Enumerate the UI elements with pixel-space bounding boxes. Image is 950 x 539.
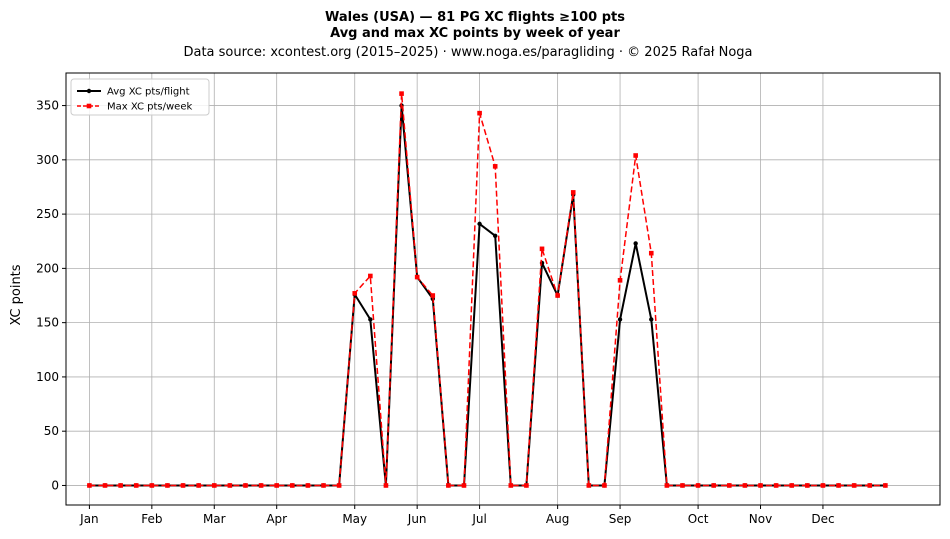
x-tick-label: Jul bbox=[471, 512, 486, 526]
data-point-max bbox=[727, 483, 732, 488]
data-point-max bbox=[383, 483, 389, 488]
y-axis-label: XC points bbox=[9, 264, 24, 325]
legend-swatch-marker bbox=[86, 88, 92, 94]
chart-source: Data source: xcontest.org (2015–2025) · … bbox=[183, 45, 752, 60]
data-point-max bbox=[243, 483, 248, 488]
data-point-max bbox=[87, 483, 92, 488]
series-line-max bbox=[89, 92, 886, 487]
y-tick-label: 100 bbox=[36, 370, 59, 384]
data-point-max bbox=[165, 483, 170, 488]
data-point-max bbox=[617, 278, 623, 283]
data-point-max bbox=[883, 483, 888, 488]
data-point-max bbox=[508, 483, 514, 488]
y-tick-label: 200 bbox=[36, 261, 59, 275]
legend-box bbox=[70, 78, 210, 116]
legend-swatch-marker bbox=[86, 103, 92, 109]
legend-entry-label: Avg XC pts/flight bbox=[107, 87, 190, 98]
y-tick-label: 300 bbox=[36, 153, 59, 167]
data-point-max bbox=[414, 274, 420, 280]
chart-title: Wales (USA) — 81 PG XC flights ≥100 pts bbox=[325, 10, 625, 25]
data-point-max bbox=[633, 153, 638, 158]
data-point-max bbox=[648, 250, 654, 256]
data-point-max bbox=[820, 483, 826, 488]
data-point-max bbox=[789, 483, 795, 488]
data-point-max bbox=[133, 483, 139, 488]
data-point-avg bbox=[368, 317, 373, 322]
y-tick-label: 250 bbox=[36, 207, 59, 221]
data-point-avg bbox=[649, 317, 654, 322]
data-point-max bbox=[805, 483, 810, 488]
data-point-max bbox=[290, 483, 295, 488]
data-point-max bbox=[368, 273, 373, 279]
x-tick-label: Jun bbox=[407, 512, 427, 526]
data-point-max bbox=[430, 293, 436, 298]
x-tick-label: Oct bbox=[688, 512, 709, 526]
data-point-max bbox=[680, 483, 685, 488]
data-point-max bbox=[695, 483, 701, 488]
x-tick-label: Sep bbox=[609, 512, 632, 526]
data-point-avg bbox=[492, 233, 498, 239]
y-tick-label: 0 bbox=[51, 478, 59, 492]
data-point-max bbox=[446, 483, 451, 488]
data-point-max bbox=[149, 483, 155, 488]
data-point-max bbox=[196, 483, 201, 488]
data-point-max bbox=[461, 483, 467, 488]
y-tick-label: 50 bbox=[44, 424, 59, 438]
data-point-avg bbox=[477, 221, 482, 227]
data-point-max bbox=[539, 246, 545, 252]
data-point-max bbox=[258, 483, 264, 488]
data-point-max bbox=[602, 483, 607, 488]
x-tick-label: Apr bbox=[266, 512, 287, 526]
data-point-max bbox=[664, 483, 670, 488]
data-point-max bbox=[773, 483, 779, 488]
x-tick-label: Feb bbox=[141, 512, 162, 526]
data-point-max bbox=[102, 483, 108, 488]
x-tick-label: Dec bbox=[811, 512, 834, 526]
data-point-max bbox=[211, 483, 217, 488]
data-point-max bbox=[758, 483, 763, 488]
series-line-avg bbox=[89, 104, 886, 487]
x-tick-label: Nov bbox=[749, 512, 772, 526]
data-point-max bbox=[492, 164, 498, 169]
data-point-max bbox=[118, 483, 123, 488]
data-point-max bbox=[399, 91, 404, 96]
y-tick-label: 350 bbox=[36, 99, 59, 113]
data-point-max bbox=[180, 483, 186, 488]
data-point-max bbox=[586, 483, 592, 488]
chart-subtitle: Avg and max XC points by week of year bbox=[330, 26, 620, 41]
data-point-avg bbox=[617, 317, 623, 322]
data-point-max bbox=[570, 190, 576, 195]
data-point-max bbox=[555, 293, 560, 298]
data-point-max bbox=[836, 483, 841, 488]
data-point-max bbox=[477, 110, 482, 116]
y-tick-label: 150 bbox=[36, 316, 59, 330]
data-point-max bbox=[321, 483, 326, 488]
x-tick-label: Jan bbox=[79, 512, 99, 526]
data-point-max bbox=[274, 483, 279, 488]
data-point-max bbox=[227, 483, 233, 488]
data-point-max bbox=[851, 483, 857, 488]
plot-area: 0 50 100 150 200 250 300 350 Jan Feb Mar Apr May Jun J… bbox=[36, 72, 941, 526]
data-point-max bbox=[336, 483, 342, 488]
data-point-max bbox=[305, 483, 311, 488]
x-tick-label: Aug bbox=[546, 512, 569, 526]
legend-entry-label: Max XC pts/week bbox=[107, 102, 192, 113]
x-tick-label: Mar bbox=[203, 512, 226, 526]
data-point-max bbox=[867, 483, 873, 488]
data-point-max bbox=[524, 483, 529, 488]
plot-frame bbox=[65, 72, 941, 506]
data-point-avg bbox=[633, 241, 638, 246]
x-tick-label: May bbox=[342, 512, 367, 526]
data-point-max bbox=[352, 291, 358, 296]
data-point-max bbox=[742, 483, 748, 488]
data-point-max bbox=[711, 483, 716, 488]
